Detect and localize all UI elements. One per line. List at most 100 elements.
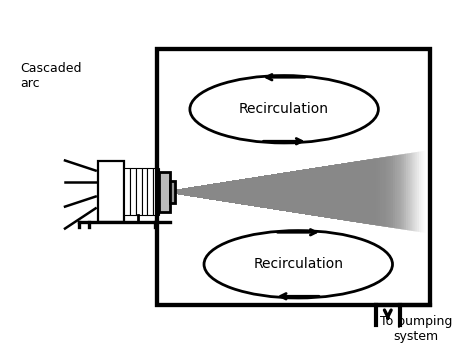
Polygon shape (164, 157, 382, 226)
Polygon shape (164, 188, 188, 195)
Polygon shape (164, 185, 205, 198)
Polygon shape (164, 171, 297, 213)
Polygon shape (164, 164, 340, 220)
Polygon shape (164, 178, 249, 205)
Polygon shape (164, 184, 216, 200)
Polygon shape (164, 155, 395, 228)
Bar (142, 168, 147, 215)
Polygon shape (164, 180, 236, 203)
Polygon shape (164, 183, 220, 201)
Polygon shape (164, 162, 351, 221)
Polygon shape (164, 156, 388, 227)
Polygon shape (164, 164, 338, 219)
Polygon shape (164, 165, 334, 218)
Polygon shape (164, 190, 175, 194)
Polygon shape (164, 155, 401, 229)
Polygon shape (164, 157, 382, 226)
Polygon shape (164, 185, 205, 198)
Polygon shape (164, 171, 295, 213)
Polygon shape (164, 175, 269, 208)
Polygon shape (164, 163, 349, 221)
Polygon shape (164, 180, 240, 204)
Polygon shape (164, 184, 212, 199)
Polygon shape (164, 154, 408, 230)
Polygon shape (164, 161, 360, 223)
Polygon shape (164, 159, 369, 224)
Polygon shape (164, 172, 292, 212)
Polygon shape (164, 154, 404, 230)
Polygon shape (164, 175, 269, 208)
Polygon shape (164, 191, 168, 193)
Bar (159, 172, 170, 212)
Polygon shape (164, 155, 399, 229)
Polygon shape (164, 183, 219, 200)
Polygon shape (164, 181, 229, 202)
Polygon shape (164, 170, 301, 214)
Polygon shape (164, 168, 314, 215)
Polygon shape (164, 172, 291, 212)
Polygon shape (164, 163, 347, 221)
Polygon shape (164, 173, 286, 211)
Polygon shape (164, 189, 183, 195)
Polygon shape (164, 165, 336, 219)
Polygon shape (164, 159, 373, 225)
Polygon shape (164, 181, 234, 203)
Polygon shape (164, 190, 179, 194)
Polygon shape (164, 176, 262, 207)
Polygon shape (164, 176, 262, 207)
Polygon shape (164, 161, 362, 223)
Polygon shape (164, 164, 338, 219)
Bar (98, 161, 124, 222)
Polygon shape (164, 155, 401, 229)
Polygon shape (164, 191, 168, 193)
Polygon shape (164, 156, 391, 228)
Polygon shape (164, 191, 171, 193)
Polygon shape (164, 190, 179, 194)
Polygon shape (164, 167, 323, 217)
Polygon shape (164, 174, 280, 210)
Polygon shape (164, 172, 288, 211)
Bar (170, 181, 175, 203)
Polygon shape (164, 174, 275, 209)
Polygon shape (164, 169, 310, 215)
Polygon shape (164, 183, 223, 201)
Polygon shape (164, 184, 212, 199)
Polygon shape (164, 191, 173, 193)
Polygon shape (164, 186, 199, 197)
Polygon shape (164, 179, 242, 204)
Text: Cascaded
arc: Cascaded arc (20, 61, 82, 90)
Bar (130, 168, 136, 215)
Polygon shape (164, 180, 238, 203)
Polygon shape (164, 178, 253, 206)
Polygon shape (164, 178, 253, 206)
Polygon shape (164, 160, 365, 223)
Polygon shape (164, 158, 378, 225)
Polygon shape (164, 154, 408, 230)
Polygon shape (164, 177, 255, 206)
Polygon shape (164, 158, 378, 225)
Polygon shape (164, 162, 351, 221)
Polygon shape (164, 168, 317, 216)
Polygon shape (164, 164, 340, 220)
Polygon shape (164, 158, 375, 225)
Polygon shape (164, 161, 362, 223)
Polygon shape (164, 160, 365, 223)
Polygon shape (164, 170, 306, 214)
Polygon shape (164, 155, 397, 229)
Polygon shape (164, 155, 397, 229)
Polygon shape (164, 171, 299, 213)
Bar (124, 168, 159, 215)
Bar (124, 168, 130, 215)
Polygon shape (164, 173, 286, 211)
Polygon shape (164, 169, 310, 215)
Polygon shape (164, 168, 319, 216)
Polygon shape (164, 163, 347, 221)
Polygon shape (164, 166, 328, 217)
Polygon shape (164, 153, 410, 231)
Polygon shape (164, 184, 216, 200)
Polygon shape (164, 156, 393, 228)
Polygon shape (164, 186, 199, 197)
Polygon shape (164, 157, 386, 227)
Polygon shape (164, 181, 234, 203)
Polygon shape (164, 179, 242, 204)
